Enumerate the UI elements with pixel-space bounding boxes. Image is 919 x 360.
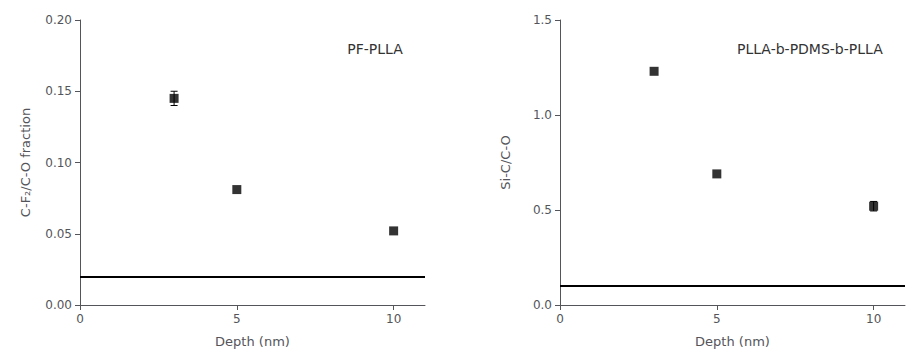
svg-text:Si-C/C-O: Si-C/C-O bbox=[498, 135, 513, 189]
svg-text:1.5: 1.5 bbox=[533, 13, 552, 27]
svg-text:0.05: 0.05 bbox=[45, 227, 72, 241]
svg-text:Depth (nm): Depth (nm) bbox=[695, 334, 770, 349]
svg-text:0: 0 bbox=[76, 312, 84, 326]
svg-text:5: 5 bbox=[713, 312, 721, 326]
svg-text:0.20: 0.20 bbox=[45, 13, 72, 27]
svg-text:1.0: 1.0 bbox=[533, 108, 552, 122]
svg-text:10: 10 bbox=[866, 312, 881, 326]
svg-text:0.5: 0.5 bbox=[533, 203, 552, 217]
svg-text:Depth (nm): Depth (nm) bbox=[215, 334, 290, 349]
svg-text:0.00: 0.00 bbox=[45, 298, 72, 312]
svg-text:PLLA-b-PDMS-b-PLLA: PLLA-b-PDMS-b-PLLA bbox=[737, 41, 883, 57]
svg-text:PF-PLLA: PF-PLLA bbox=[347, 41, 403, 57]
svg-text:0: 0 bbox=[556, 312, 564, 326]
svg-text:0.0: 0.0 bbox=[533, 298, 552, 312]
svg-text:0.15: 0.15 bbox=[45, 84, 72, 98]
svg-text:10: 10 bbox=[386, 312, 401, 326]
svg-text:0.10: 0.10 bbox=[45, 156, 72, 170]
svg-text:C-F₂/C-O fraction: C-F₂/C-O fraction bbox=[18, 108, 33, 217]
svg-text:5: 5 bbox=[233, 312, 241, 326]
